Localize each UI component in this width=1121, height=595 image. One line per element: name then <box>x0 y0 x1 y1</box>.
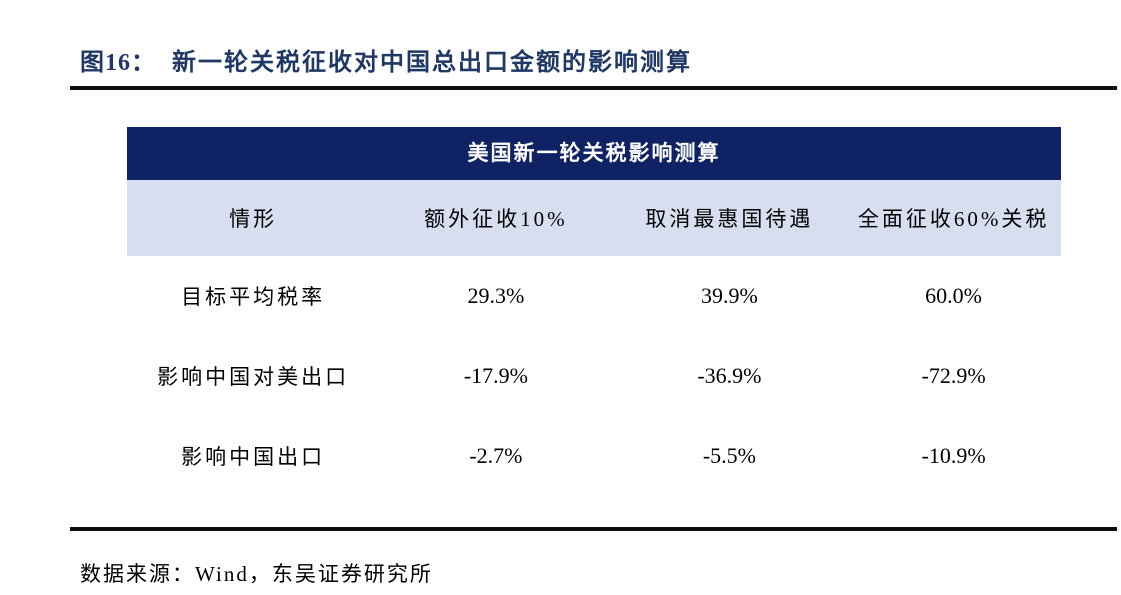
figure-label: 图16： <box>80 50 156 76</box>
row-label: 目标平均税率 <box>181 285 326 309</box>
data-source-note: 数据来源：Wind，东吴证券研究所 <box>80 562 433 586</box>
row-value: -2.7% <box>469 443 523 468</box>
figure-title: 图16： 新一轮关税征收对中国总出口金额的影响测算 <box>80 42 692 77</box>
row-value: -36.9% <box>697 363 762 388</box>
top-rule <box>70 86 1117 90</box>
figure-title-text: 新一轮关税征收对中国总出口金额的影响测算 <box>172 50 692 76</box>
row-label: 影响中国对美出口 <box>157 365 350 389</box>
table-title: 美国新一轮关税影响测算 <box>127 127 1061 180</box>
column-header-cancel-mfn: 取消最惠国待遇 <box>645 207 814 231</box>
tariff-impact-table: 美国新一轮关税影响测算 情形 额外征收10% 取消最惠国待遇 全面征收60%关税… <box>127 127 1061 496</box>
column-header-extra-10pct: 额外征收10% <box>424 207 568 231</box>
table-column-header-row: 情形 额外征收10% 取消最惠国待遇 全面征收60%关税 <box>127 180 1061 256</box>
row-value: -5.5% <box>702 443 756 468</box>
row-value: 29.3% <box>467 283 525 308</box>
table-row: 影响中国对美出口 -17.9% -36.9% -72.9% <box>127 336 1061 416</box>
row-value: -72.9% <box>921 363 986 388</box>
table-row: 目标平均税率 29.3% 39.9% 60.0% <box>127 256 1061 336</box>
row-value: -17.9% <box>463 363 528 388</box>
row-label: 影响中国出口 <box>181 445 326 469</box>
column-header-full-60pct: 全面征收60%关税 <box>857 207 1050 231</box>
row-value: 60.0% <box>925 283 982 308</box>
table-row: 影响中国出口 -2.7% -5.5% -10.9% <box>127 416 1061 496</box>
bottom-rule <box>70 527 1117 531</box>
column-header-scenario: 情形 <box>229 207 278 231</box>
row-value: -10.9% <box>921 443 986 468</box>
row-value: 39.9% <box>701 283 758 308</box>
